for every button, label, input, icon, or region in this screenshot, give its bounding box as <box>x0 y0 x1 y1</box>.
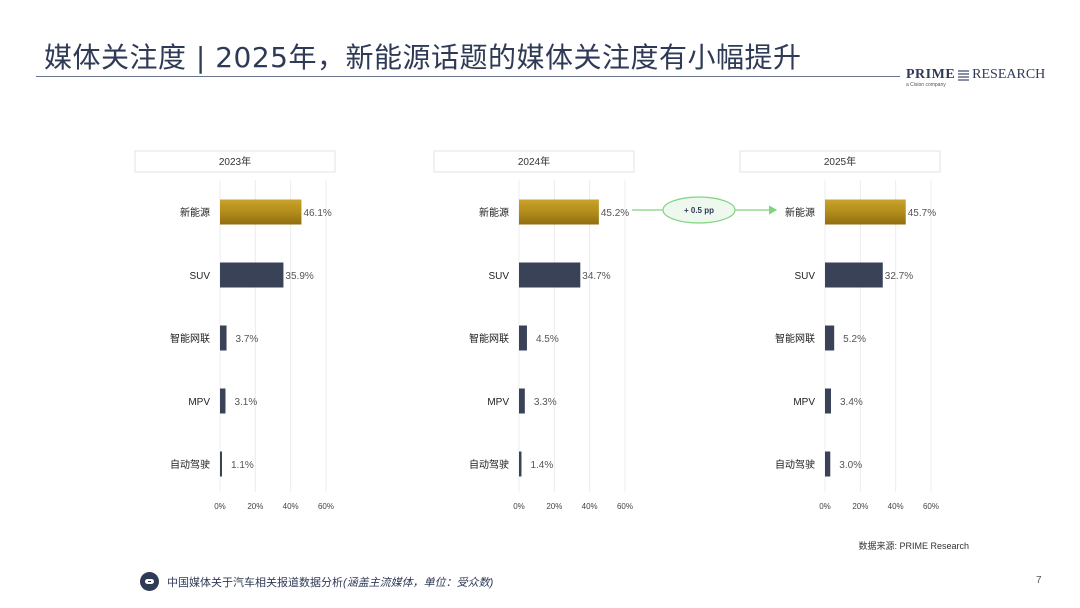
bar <box>825 199 906 225</box>
chart-title-box <box>134 150 336 173</box>
bar <box>519 262 581 288</box>
data-label: 45.2% <box>601 208 629 219</box>
x-tick-label: 20% <box>852 502 868 511</box>
title-divider <box>36 76 900 77</box>
x-tick-label: 60% <box>617 502 633 511</box>
brand-name: PRIME <box>906 67 956 82</box>
bar <box>825 325 835 351</box>
change-annotation-label: + 0.5 pp <box>684 206 714 215</box>
chart-title: 2025年 <box>824 155 856 168</box>
page-number: 7 <box>1036 575 1042 586</box>
data-label: 5.2% <box>843 334 866 345</box>
category-label: MPV <box>793 397 815 408</box>
x-tick-label: 40% <box>582 502 598 511</box>
x-tick-label: 0% <box>214 502 226 511</box>
bar <box>519 199 599 225</box>
category-label: 新能源 <box>479 206 509 219</box>
data-label: 45.7% <box>908 208 936 219</box>
x-tick-label: 60% <box>923 502 939 511</box>
bar <box>220 199 302 225</box>
brand-mark-icon <box>958 69 970 81</box>
category-label: 自动驾驶 <box>469 458 509 471</box>
x-tick-label: 40% <box>283 502 299 511</box>
bar <box>825 388 832 414</box>
category-label: SUV <box>794 271 815 282</box>
category-label: 新能源 <box>180 206 210 219</box>
category-label: 智能网联 <box>170 332 210 345</box>
chart-title: 2023年 <box>219 155 251 168</box>
data-label: 46.1% <box>303 208 331 219</box>
data-label: 1.4% <box>530 460 553 471</box>
bar-chart-0: 2023年 0% 20% 40% 60% 新能源 46.1% SUV 35.9% 智能网联 3.7%… <box>134 150 336 511</box>
data-label: 1.1% <box>231 460 254 471</box>
data-label: 3.4% <box>840 397 863 408</box>
bar <box>519 451 522 477</box>
data-label: 3.7% <box>236 334 259 345</box>
source-note: 数据来源: PRIME Research <box>858 541 969 551</box>
data-label: 34.7% <box>582 271 610 282</box>
bar <box>825 451 831 477</box>
category-label: 新能源 <box>785 206 815 219</box>
bar <box>825 262 883 288</box>
category-label: MPV <box>188 397 210 408</box>
data-label: 3.0% <box>839 460 862 471</box>
bar <box>220 451 222 477</box>
bar-chart-1: 2024年 0% 20% 40% 60% 新能源 45.2% SUV 34.7% 智能网联 4.5%… <box>433 150 635 511</box>
bar <box>220 325 227 351</box>
x-tick-label: 60% <box>318 502 334 511</box>
tag-icon <box>140 572 159 591</box>
category-label: 智能网联 <box>775 332 815 345</box>
category-label: 智能网联 <box>469 332 509 345</box>
x-tick-label: 20% <box>546 502 562 511</box>
data-label: 3.3% <box>534 397 557 408</box>
footer-text: 中国媒体关于汽车相关报道数据分析 <box>167 576 343 589</box>
bar-chart-2: 2025年 0% 20% 40% 60% 新能源 45.7% SUV 32.7% 智能网联 5.2%… <box>739 150 941 511</box>
bar <box>519 325 527 351</box>
bar <box>519 388 525 414</box>
brand-name-suffix: RESEARCH <box>972 67 1046 82</box>
data-label: 32.7% <box>885 271 913 282</box>
data-label: 3.1% <box>234 397 257 408</box>
change-annotation: + 0.5 pp <box>632 196 778 224</box>
category-label: SUV <box>189 271 210 282</box>
category-label: 自动驾驶 <box>170 458 210 471</box>
brand-logo: PRIME RESEARCH a Cision company <box>906 67 1056 88</box>
category-label: 自动驾驶 <box>775 458 815 471</box>
x-tick-label: 0% <box>513 502 525 511</box>
x-tick-label: 0% <box>819 502 831 511</box>
category-label: MPV <box>487 397 509 408</box>
chart-title-box <box>739 150 941 173</box>
data-label: 4.5% <box>536 334 559 345</box>
bar <box>220 388 226 414</box>
bar <box>220 262 284 288</box>
chart-title: 2024年 <box>518 155 550 168</box>
x-tick-label: 40% <box>888 502 904 511</box>
category-label: SUV <box>488 271 509 282</box>
footer: 中国媒体关于汽车相关报道数据分析(涵盖主流媒体，单位：受众数) <box>140 572 493 591</box>
page-title: 媒体关注度 | 2025年，新能源话题的媒体关注度有小幅提升 <box>44 41 802 74</box>
data-label: 35.9% <box>285 271 313 282</box>
brand-tagline: a Cision company <box>906 82 946 88</box>
chart-title-box <box>433 150 635 173</box>
x-tick-label: 20% <box>247 502 263 511</box>
footer-text-italic: (涵盖主流媒体，单位：受众数) <box>343 576 494 589</box>
